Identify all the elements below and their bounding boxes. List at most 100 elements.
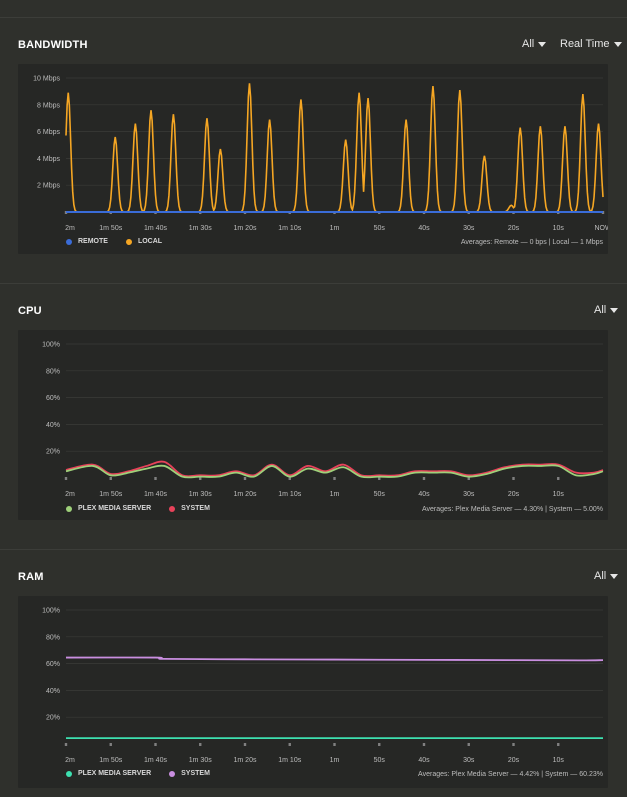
legend-label: PLEX MEDIA SERVER — [78, 505, 152, 512]
x-tick-label: 1m 50s — [99, 225, 122, 232]
x-tick-label: 1m 50s — [99, 491, 122, 498]
legend-label: SYSTEM — [181, 505, 210, 512]
x-tick-mark — [378, 743, 381, 746]
x-tick-mark — [557, 743, 560, 746]
x-tick-label: 1m — [330, 757, 340, 764]
x-tick-mark — [333, 743, 336, 746]
legend-label: LOCAL — [137, 238, 163, 245]
x-tick-label: 50s — [374, 225, 386, 232]
legend-dot-icon — [169, 505, 176, 512]
cpu-filter-dropdown[interactable]: All — [594, 304, 619, 316]
ram-title: RAM — [18, 571, 44, 583]
legend-dot-icon — [66, 505, 72, 512]
x-tick-mark — [199, 743, 202, 746]
x-tick-mark — [422, 477, 426, 480]
x-tick-mark — [512, 743, 515, 746]
chevron-down-icon — [610, 573, 619, 579]
x-tick-label: 20s — [508, 757, 520, 764]
legend-dot-icon — [169, 770, 176, 777]
x-tick-label: 1m 20s — [234, 491, 257, 498]
legend-item-system[interactable]: SYSTEM — [169, 770, 210, 777]
x-tick-label: 30s — [463, 491, 475, 498]
series-line-plex-media-server — [65, 464, 604, 479]
x-tick-mark — [109, 477, 112, 480]
chevron-down-icon — [538, 41, 547, 47]
x-tick-mark — [243, 477, 247, 480]
x-tick-label: 1m 10s — [278, 491, 301, 498]
y-tick-label: 8 Mbps — [37, 102, 60, 109]
legend-item-plex-media-server[interactable]: PLEX MEDIA SERVER — [66, 770, 151, 777]
legend-item-local[interactable]: LOCAL — [125, 238, 163, 245]
x-tick-label: 2m — [65, 491, 75, 498]
bandwidth-range-label: Real Time — [560, 38, 610, 50]
y-tick-label: 40% — [46, 422, 60, 429]
ram-filter-dropdown[interactable]: All — [594, 570, 619, 582]
y-tick-label: 6 Mbps — [37, 129, 60, 136]
x-tick-label: 1m — [330, 225, 340, 232]
x-tick-mark — [557, 477, 560, 480]
x-tick-label: 1m 40s — [144, 757, 167, 764]
x-tick-label: 30s — [463, 225, 475, 232]
x-tick-label: 1m 30s — [189, 225, 212, 232]
bandwidth-averages: Averages: Remote — 0 bps | Local — 1 Mbp… — [460, 239, 603, 246]
series-line-system — [65, 460, 604, 478]
legend-label: PLEX MEDIA SERVER — [78, 770, 152, 777]
y-tick-label: 20% — [46, 715, 60, 722]
legend-item-remote[interactable]: REMOTE — [66, 238, 108, 245]
bandwidth-legend: REMOTE LOCAL — [66, 238, 180, 245]
x-tick-label: 40s — [418, 491, 430, 498]
y-tick-label: 2 Mbps — [37, 183, 60, 190]
series-line-system — [65, 656, 604, 662]
x-tick-label: 40s — [418, 225, 430, 232]
x-tick-mark — [467, 743, 470, 746]
y-tick-label: 40% — [46, 688, 60, 695]
ram-legend: PLEX MEDIA SERVER SYSTEM — [66, 770, 228, 777]
y-tick-label: 80% — [46, 368, 60, 375]
x-tick-mark — [512, 477, 515, 480]
y-tick-label: 100% — [42, 608, 60, 615]
x-tick-label: 1m 40s — [144, 225, 167, 232]
x-tick-label: 1m 10s — [278, 757, 301, 764]
cpu-averages: Averages: Plex Media Server — 4.30% | Sy… — [421, 506, 603, 513]
x-tick-label: 2m — [65, 225, 75, 232]
x-tick-label: NOW — [594, 225, 608, 232]
cpu-legend: PLEX MEDIA SERVER SYSTEM — [66, 505, 228, 512]
x-tick-label: 50s — [374, 491, 386, 498]
x-tick-label: 1m 10s — [278, 225, 301, 232]
x-tick-label: 20s — [508, 491, 520, 498]
bandwidth-range-dropdown[interactable]: Real Time — [560, 38, 622, 50]
x-tick-mark — [154, 477, 157, 480]
y-tick-label: 20% — [46, 449, 60, 456]
legend-dot-icon — [66, 770, 72, 777]
x-tick-mark — [333, 477, 336, 480]
x-tick-mark — [467, 477, 470, 480]
x-tick-label: 2m — [65, 757, 75, 764]
x-tick-label: 1m 30s — [189, 491, 212, 498]
cpu-title: CPU — [18, 305, 42, 317]
x-tick-label: 40s — [418, 757, 430, 764]
chevron-down-icon — [610, 307, 619, 313]
x-tick-label: 1m 50s — [99, 757, 122, 764]
x-tick-mark — [199, 477, 202, 480]
x-tick-label: 1m 20s — [234, 757, 257, 764]
ram-filter-label: All — [594, 570, 607, 582]
ram-chart-card: 20% 40% 60% 80% 100% 2m 1m 50s 1m 40s 1m 30s 1m 2… — [18, 596, 608, 788]
x-tick-label: 1m 20s — [234, 225, 257, 232]
legend-dot-icon — [125, 238, 132, 245]
x-tick-mark — [64, 477, 68, 480]
bandwidth-chart: 2 Mbps 4 Mbps 6 Mbps 8 Mbps 10 Mbps 2m 1m 50s 1… — [33, 76, 612, 233]
cpu-filter-label: All — [594, 304, 607, 316]
series-line-local — [65, 83, 604, 213]
x-tick-label: 1m 30s — [189, 757, 212, 764]
x-tick-label: 30s — [463, 757, 475, 764]
x-tick-mark — [109, 743, 112, 746]
ram-chart: 20% 40% 60% 80% 100% 2m 1m 50s 1m 40s 1m 30s 1m 2… — [42, 608, 604, 764]
legend-item-plex-media-server[interactable]: PLEX MEDIA SERVER — [66, 505, 151, 512]
x-tick-mark — [422, 743, 426, 746]
x-tick-label: 20s — [508, 225, 520, 232]
chevron-down-icon — [613, 41, 622, 47]
legend-label: SYSTEM — [181, 770, 210, 777]
x-tick-label: 10s — [553, 757, 565, 764]
bandwidth-filter-dropdown[interactable]: All — [522, 38, 547, 50]
legend-item-system[interactable]: SYSTEM — [169, 505, 210, 512]
